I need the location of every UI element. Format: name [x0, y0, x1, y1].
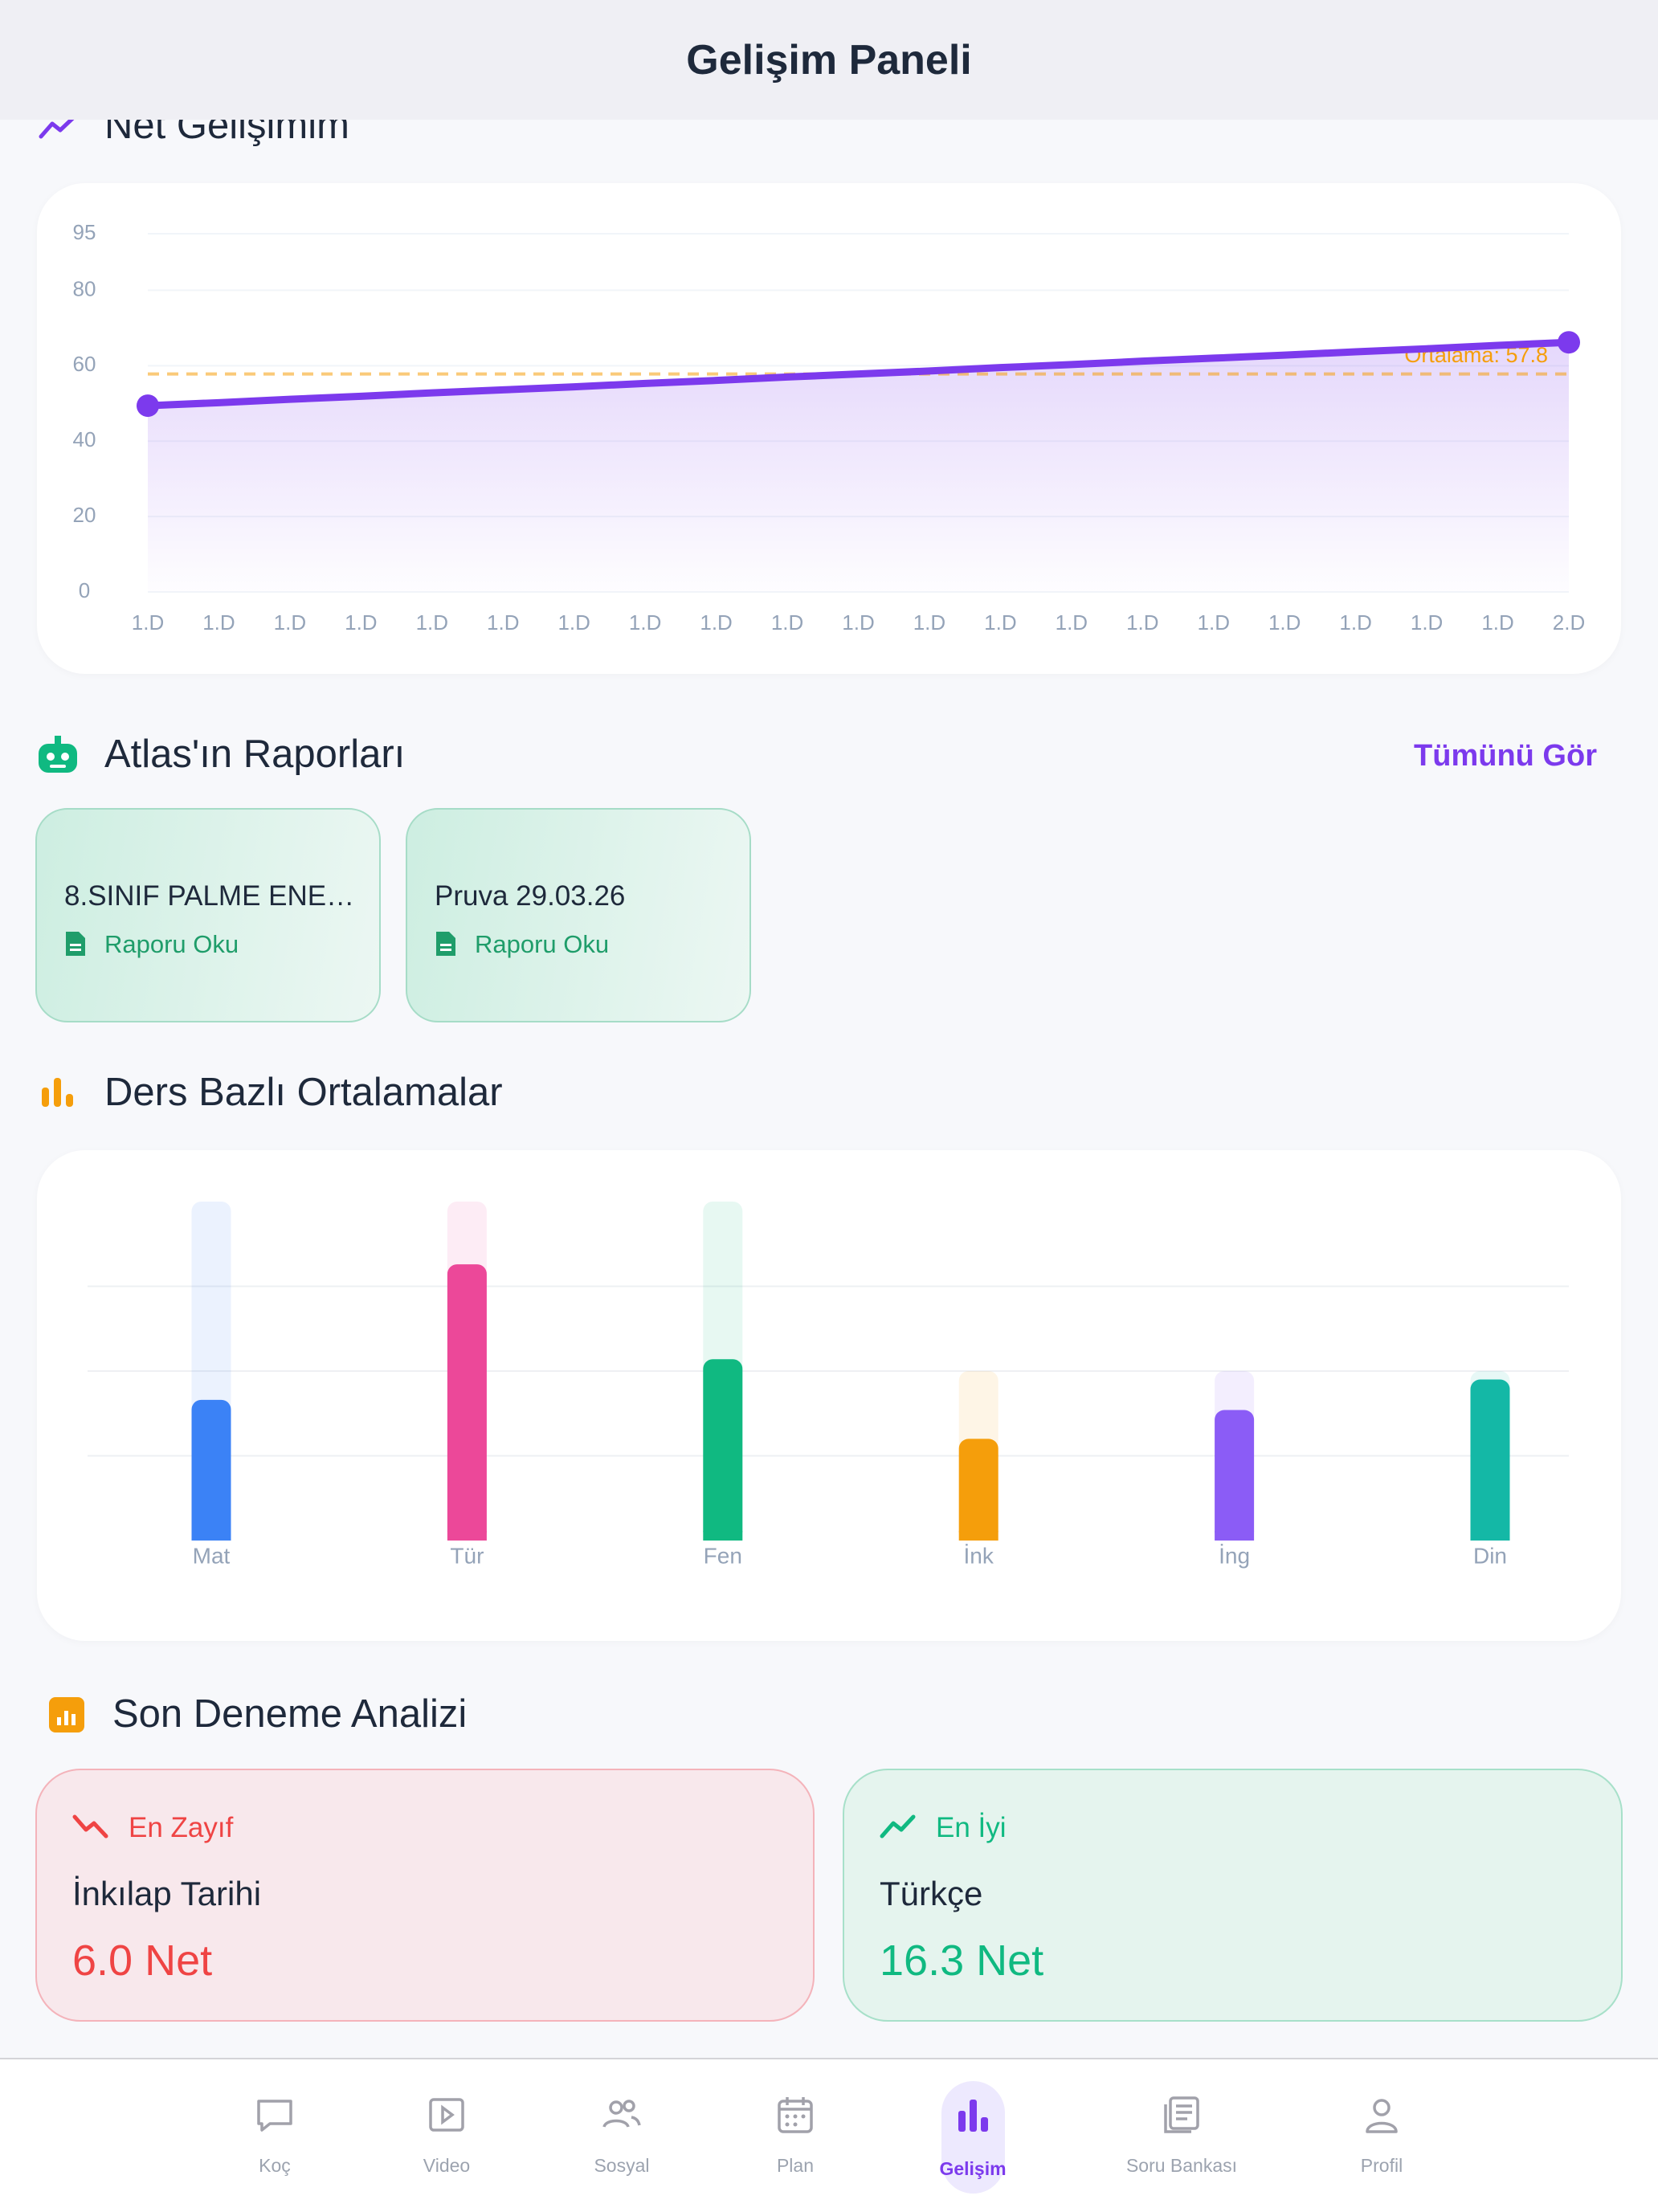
- doc-icon: [436, 932, 455, 956]
- tab[interactable]: Sosyal: [517, 2059, 726, 2212]
- trend-icon: [39, 113, 78, 139]
- header: Gelişim Paneli: [0, 0, 1658, 120]
- card-subject: Türkçe: [880, 1875, 983, 1912]
- tab-icon: [257, 2100, 292, 2132]
- report-action: Raporu Oku: [104, 930, 239, 958]
- tab-icon: [429, 2098, 464, 2132]
- analysis-icon: [49, 1697, 84, 1732]
- tab-label: Koç: [259, 2155, 291, 2176]
- weakest-card: En Zayıf İnkılap Tarihi 6.0 Net: [35, 1769, 815, 2022]
- report-title: 8.SINIF PALME ENE…: [64, 880, 355, 912]
- report-card[interactable]: Pruva 29.03.26 Raporu Oku: [406, 808, 751, 1022]
- header-title: Gelişim Paneli: [686, 36, 972, 84]
- card-net: 16.3 Net: [880, 1937, 1044, 1985]
- tab-icon: [958, 2100, 988, 2132]
- tab-label: Plan: [776, 2155, 815, 2176]
- report-title: Pruva 29.03.26: [435, 880, 626, 912]
- doc-icon: [66, 932, 85, 956]
- card-label: En Zayıf: [129, 1812, 234, 1843]
- tab[interactable]: Plan: [691, 2059, 900, 2212]
- line-chart-card: [37, 183, 1621, 674]
- tab[interactable]: Video: [342, 2059, 551, 2212]
- section-title: Ders Bazlı Ortalamalar: [104, 1071, 503, 1114]
- tab-icon: [1366, 2099, 1398, 2133]
- report-action: Raporu Oku: [475, 930, 610, 958]
- section-title: Atlas'ın Raporları: [104, 733, 406, 776]
- section-title: Son Deneme Analizi: [112, 1692, 468, 1736]
- tab-icon: [602, 2100, 641, 2128]
- tab-bar: Koç Video Sosyal Plan Gelişim Soru Bankası Pro…: [0, 2058, 1658, 2212]
- robot-icon: [39, 736, 77, 773]
- card-net: 6.0 Net: [72, 1937, 213, 1985]
- card-subject: İnkılap Tarihi: [72, 1875, 262, 1912]
- tab[interactable]: Koç: [170, 2059, 379, 2212]
- best-card: En İyi Türkçe 16.3 Net: [843, 1769, 1623, 2022]
- tab-icon: [778, 2097, 813, 2133]
- tab-label: Profil: [1360, 2155, 1403, 2176]
- tab-label: Gelişim: [939, 2158, 1007, 2179]
- tab[interactable]: Profil: [1277, 2059, 1486, 2212]
- tab-label: Soru Bankası: [1125, 2155, 1238, 2176]
- trend-up-icon: [880, 1814, 916, 1839]
- tab-label: Sosyal: [594, 2155, 650, 2176]
- tab[interactable]: Gelişim: [868, 2059, 1077, 2212]
- bars-icon: [42, 1078, 73, 1107]
- tab-icon: [1164, 2096, 1199, 2133]
- trend-down-icon: [72, 1814, 108, 1839]
- bar-chart-card: [37, 1150, 1621, 1641]
- card-label: En İyi: [936, 1812, 1007, 1843]
- report-card[interactable]: 8.SINIF PALME ENE… Raporu Oku: [35, 808, 381, 1022]
- see-all-link[interactable]: Tümünü Gör: [1414, 739, 1597, 773]
- tab[interactable]: Soru Bankası: [1077, 2059, 1286, 2212]
- tab-label: Video: [423, 2155, 471, 2176]
